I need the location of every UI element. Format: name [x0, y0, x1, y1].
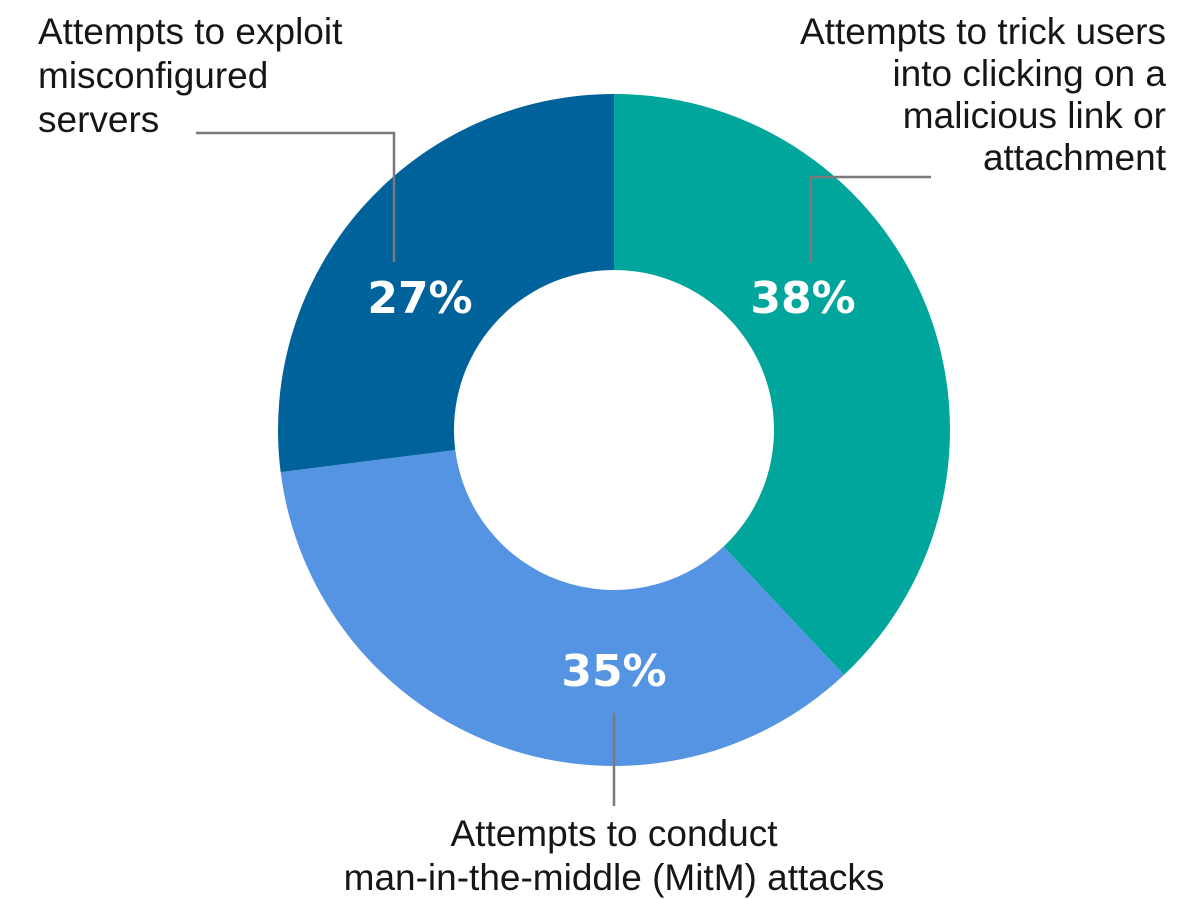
category-label-0-line-0: Attempts to trick users: [800, 11, 1166, 52]
category-label-0-line-3: attachment: [983, 137, 1167, 178]
leader-line-0: [809, 175, 931, 262]
category-label-1: Attempts to conduct man-in-the-middle (Mi…: [344, 813, 885, 898]
value-label-1: 35%: [561, 646, 666, 697]
category-label-2-line-1: misconfigured: [38, 55, 268, 96]
donut-slice-1: [280, 450, 845, 767]
category-label-1-line-1: man-in-the-middle (MitM) attacks: [344, 857, 885, 898]
value-label-2: 27%: [367, 273, 472, 324]
donut-slices: [278, 94, 951, 767]
leader-lines: [196, 131, 931, 806]
value-labels: 38% 35% 27%: [367, 273, 855, 697]
category-label-0-line-1: into clicking on a: [892, 53, 1166, 94]
category-label-2-line-2: servers: [38, 99, 159, 140]
donut-slice-0: [614, 94, 951, 675]
category-label-0-line-2: malicious link or: [903, 95, 1166, 136]
value-label-0: 38%: [750, 273, 855, 324]
category-label-2-line-0: Attempts to exploit: [38, 11, 343, 52]
category-label-2: Attempts to exploit misconfigured servers: [38, 11, 343, 140]
category-label-1-line-0: Attempts to conduct: [450, 813, 778, 854]
leader-line-2: [196, 131, 396, 262]
category-labels: Attempts to trick users into clicking on …: [38, 11, 1167, 898]
category-label-0: Attempts to trick users into clicking on …: [800, 11, 1167, 178]
donut-slice-2: [278, 94, 614, 473]
